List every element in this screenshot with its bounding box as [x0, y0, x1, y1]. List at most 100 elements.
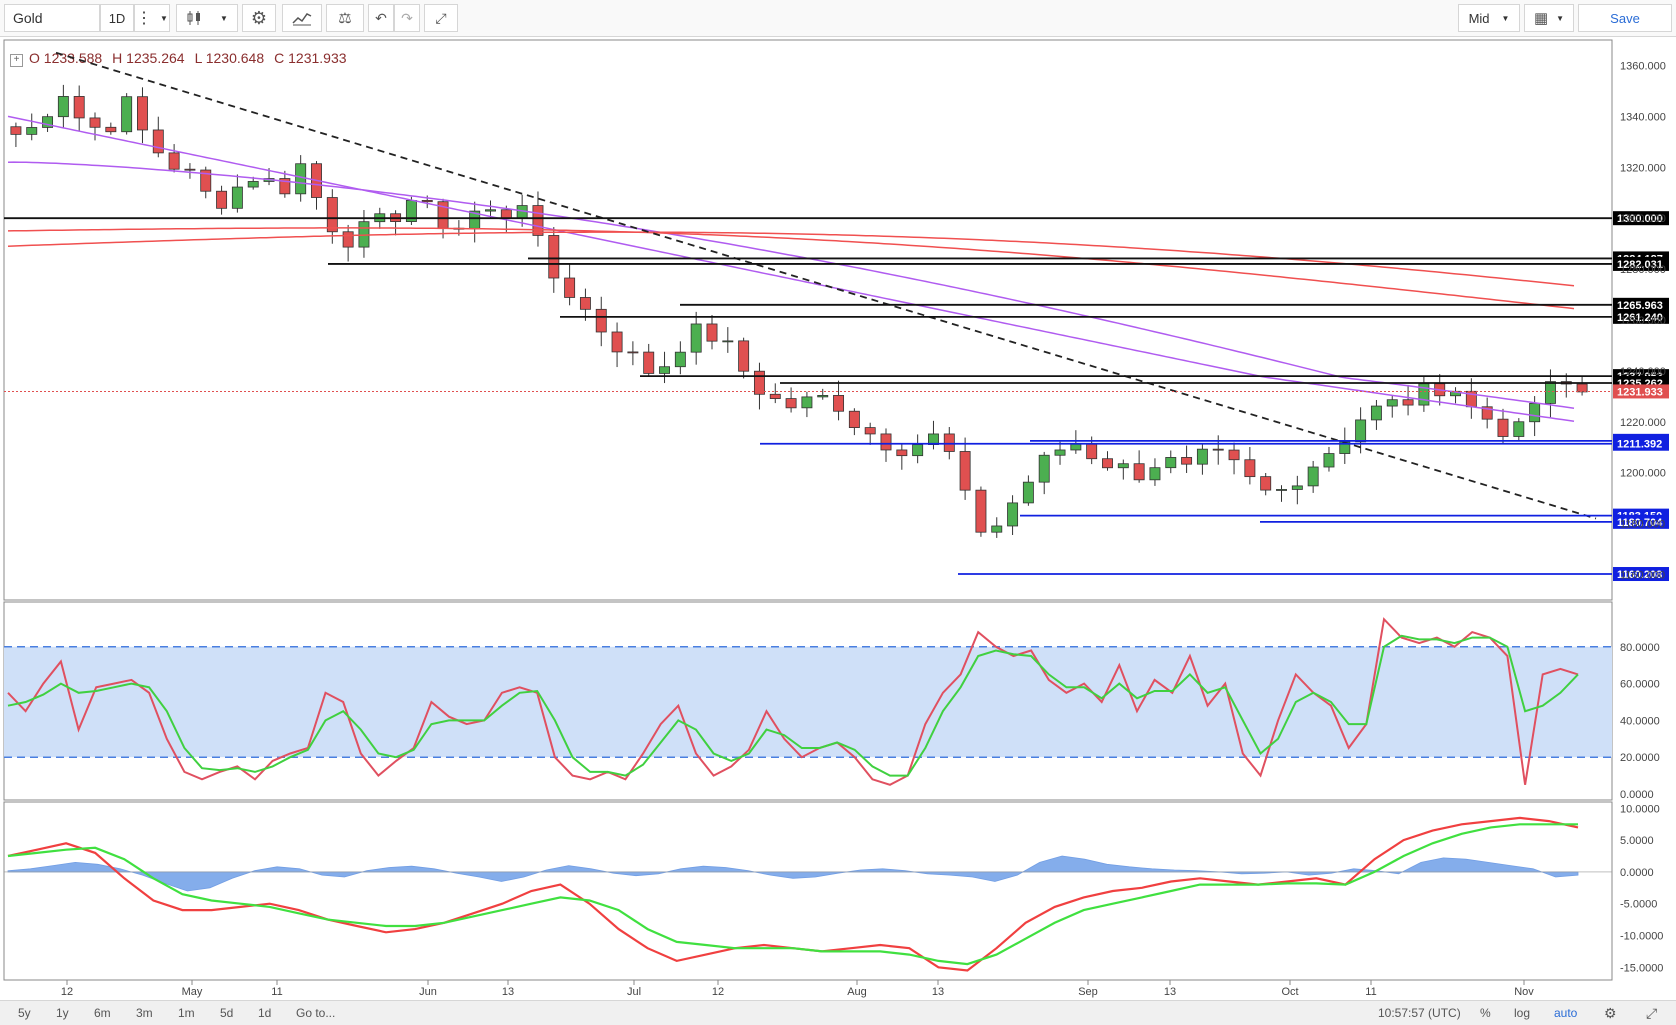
candle-body [1544, 381, 1556, 404]
candle-body [896, 449, 908, 457]
candle-body [1307, 466, 1319, 487]
candle-body [1323, 453, 1335, 468]
ma-red-fast [7, 227, 1575, 310]
candle-body [105, 126, 117, 133]
level-label-box [1613, 514, 1669, 529]
gear-icon[interactable]: ⚙ [1604, 1005, 1617, 1021]
indicators-button[interactable] [282, 4, 322, 32]
vertical-dots-icon: ⋮ [136, 10, 153, 27]
x-tick-label: May [182, 986, 203, 998]
ohlc-legend: + O 1233.588 H 1235.264 L 1230.648 C 1231.93… [10, 50, 357, 67]
level-label-box [1613, 384, 1669, 399]
ma-red-slow [7, 231, 1575, 287]
level-label: 1265.963 [1617, 300, 1663, 312]
candle-body [880, 433, 892, 451]
candle-body [279, 178, 291, 195]
range-3m[interactable]: 3m [136, 1006, 153, 1020]
symbol-input[interactable]: Gold [4, 4, 100, 32]
range-5y[interactable]: 5y [18, 1006, 31, 1020]
settings-button[interactable]: ⚙ [242, 4, 276, 32]
candle-body [864, 427, 876, 435]
candle-body [1196, 448, 1208, 465]
ohlc-close: C 1231.933 [274, 50, 347, 66]
interval-button[interactable]: 1D [100, 4, 134, 32]
range-6m[interactable]: 6m [94, 1006, 111, 1020]
chart-area[interactable]: 1300.0001284.1871282.0311265.9631261.240… [0, 38, 1676, 1000]
rsi-tick-label: 40.0000 [1620, 715, 1660, 727]
layout-dropdown[interactable]: ▦ ▼ [1524, 4, 1574, 32]
undo-button[interactable]: ↶ [368, 4, 394, 32]
fullscreen-icon[interactable]: ⤢ [1646, 1005, 1658, 1021]
candle-body [1244, 459, 1256, 478]
candle-body [421, 199, 433, 203]
candle-body [295, 163, 307, 195]
macd-tick-label: -5.0000 [1620, 899, 1657, 911]
interval-dropdown[interactable]: ⋮ ▼ [134, 4, 170, 32]
candle-body [121, 96, 133, 133]
price-tick-label: 1160.000 [1620, 570, 1665, 582]
chevron-down-icon: ▼ [1556, 13, 1565, 23]
x-tick-label: Nov [1514, 986, 1534, 998]
candles-icon [187, 11, 201, 25]
candle-body [1497, 418, 1509, 437]
save-button[interactable]: Save [1578, 4, 1672, 32]
candle-body [1149, 467, 1161, 481]
level-label-box [1613, 297, 1669, 312]
level-label: 1261.240 [1617, 312, 1663, 324]
chart-type-button[interactable]: ▼ [176, 4, 238, 32]
macd-panel[interactable] [3, 801, 1613, 981]
candle-body [1529, 403, 1541, 423]
price-tick-label: 1340.000 [1620, 111, 1666, 123]
percent-toggle[interactable]: % [1480, 1006, 1491, 1020]
candle-body [769, 393, 781, 399]
x-tick-label: Oct [1281, 986, 1298, 998]
plus-icon[interactable]: + [10, 54, 23, 67]
candle-body [57, 96, 69, 118]
macd-tick-label: -15.0000 [1620, 962, 1663, 974]
rsi-tick-label: 60.0000 [1620, 679, 1660, 691]
price-panel[interactable] [3, 39, 1613, 601]
candle-body [753, 370, 765, 395]
x-tick-label: 11 [1365, 986, 1376, 998]
candle-body [1260, 476, 1272, 491]
candle-body [674, 351, 686, 368]
x-tick-label: 13 [932, 986, 944, 998]
candle-body [706, 323, 718, 342]
price-tick-label: 1320.000 [1620, 162, 1666, 174]
price-tick-label: 1280.000 [1620, 264, 1666, 276]
x-tick-label: Jun [419, 986, 437, 998]
rsi-tick-label: 20.0000 [1620, 752, 1660, 764]
rsi-tick-label: 80.0000 [1620, 642, 1660, 654]
candle-body [833, 395, 845, 412]
log-toggle[interactable]: log [1514, 1006, 1531, 1020]
candle-body [1054, 449, 1066, 456]
range-1y[interactable]: 1y [56, 1006, 69, 1020]
axis-layer: 1300.0001284.1871282.0311265.9631261.240… [61, 60, 1669, 998]
candle-body [564, 277, 576, 298]
price-tick-label: 1180.000 [1620, 519, 1665, 531]
level-label: 1180.704 [1617, 517, 1663, 529]
candle-body [231, 186, 243, 209]
auto-toggle[interactable]: auto [1554, 1006, 1578, 1020]
price-type-dropdown[interactable]: Mid ▼ [1458, 4, 1520, 32]
fullscreen-button[interactable]: ⤢ [424, 4, 458, 32]
candle-body [10, 126, 22, 135]
candle-body [1481, 406, 1493, 420]
candle-body [959, 451, 971, 491]
rsi-layer [4, 617, 1612, 786]
candle-body [1070, 443, 1082, 451]
range-1d[interactable]: 1d [258, 1006, 272, 1020]
candle-body [168, 152, 180, 170]
range-1m[interactable]: 1m [178, 1006, 195, 1020]
range-5d[interactable]: 5d [220, 1006, 234, 1020]
level-label: 1300.000 [1617, 213, 1663, 225]
goto-button[interactable]: Go to... [296, 1006, 336, 1020]
candle-body [1276, 489, 1287, 491]
price-tick-label: 1300.000 [1620, 213, 1666, 225]
candle-body [216, 190, 228, 209]
redo-icon: ↷ [401, 9, 413, 26]
compare-button[interactable]: ⚖ [326, 4, 364, 32]
candle-body [785, 398, 797, 409]
macd-histogram [7, 855, 1579, 892]
redo-button[interactable]: ↷ [394, 4, 420, 32]
